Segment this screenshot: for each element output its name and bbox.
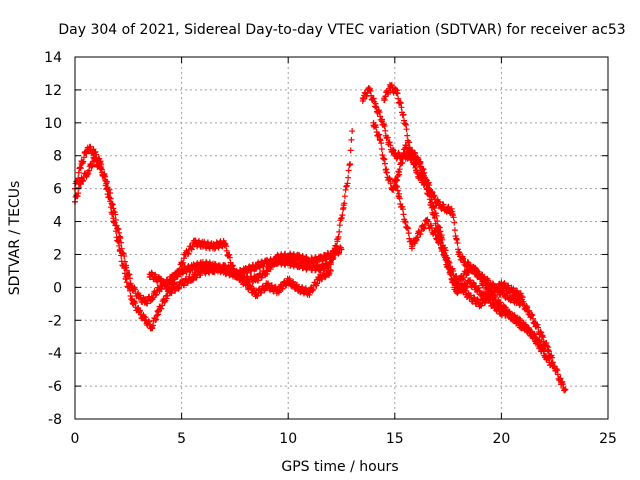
series-markers bbox=[359, 85, 568, 394]
x-tick-label: 10 bbox=[279, 431, 297, 447]
series-track-b bbox=[72, 143, 345, 332]
y-tick-label: 6 bbox=[53, 182, 62, 198]
y-tick-label: -2 bbox=[48, 313, 62, 329]
y-tick-label: 4 bbox=[53, 215, 62, 231]
x-tick-label: 5 bbox=[177, 431, 186, 447]
y-axis-label: SDTVAR / TECUs bbox=[7, 181, 23, 296]
series-track-c bbox=[146, 262, 334, 300]
series-track-f bbox=[381, 81, 548, 353]
series-markers bbox=[391, 178, 526, 310]
y-tick-label: 10 bbox=[44, 116, 62, 132]
axis-ticks: 0 5 10 15 20 25 -8 -6 -4 -2 0 2 4 6 8 10 12 14 bbox=[44, 50, 617, 447]
y-tick-label: 14 bbox=[44, 50, 62, 66]
series-track-g bbox=[391, 177, 526, 310]
y-tick-label: -4 bbox=[48, 346, 62, 362]
y-tick-label: 8 bbox=[53, 149, 62, 165]
x-tick-label: 25 bbox=[599, 431, 617, 447]
series-track-a bbox=[72, 128, 356, 307]
x-tick-label: 15 bbox=[386, 431, 404, 447]
x-tick-label: 0 bbox=[71, 431, 80, 447]
x-axis-label: GPS time / hours bbox=[281, 459, 398, 475]
data-point bbox=[349, 128, 356, 135]
y-tick-label: 2 bbox=[53, 247, 62, 263]
y-tick-label: 0 bbox=[53, 280, 62, 296]
grid-lines bbox=[75, 57, 608, 419]
y-tick-label: 12 bbox=[44, 83, 62, 99]
y-tick-label: -6 bbox=[48, 379, 62, 395]
x-tick-label: 20 bbox=[492, 431, 510, 447]
plot-frame bbox=[74, 56, 609, 420]
series-markers bbox=[72, 143, 344, 332]
plot-area bbox=[72, 81, 569, 394]
series-track-d bbox=[359, 85, 569, 394]
series-markers bbox=[146, 262, 334, 300]
chart-title: Day 304 of 2021, Sidereal Day-to-day VTE… bbox=[58, 22, 625, 38]
y-tick-label: -8 bbox=[48, 412, 62, 428]
